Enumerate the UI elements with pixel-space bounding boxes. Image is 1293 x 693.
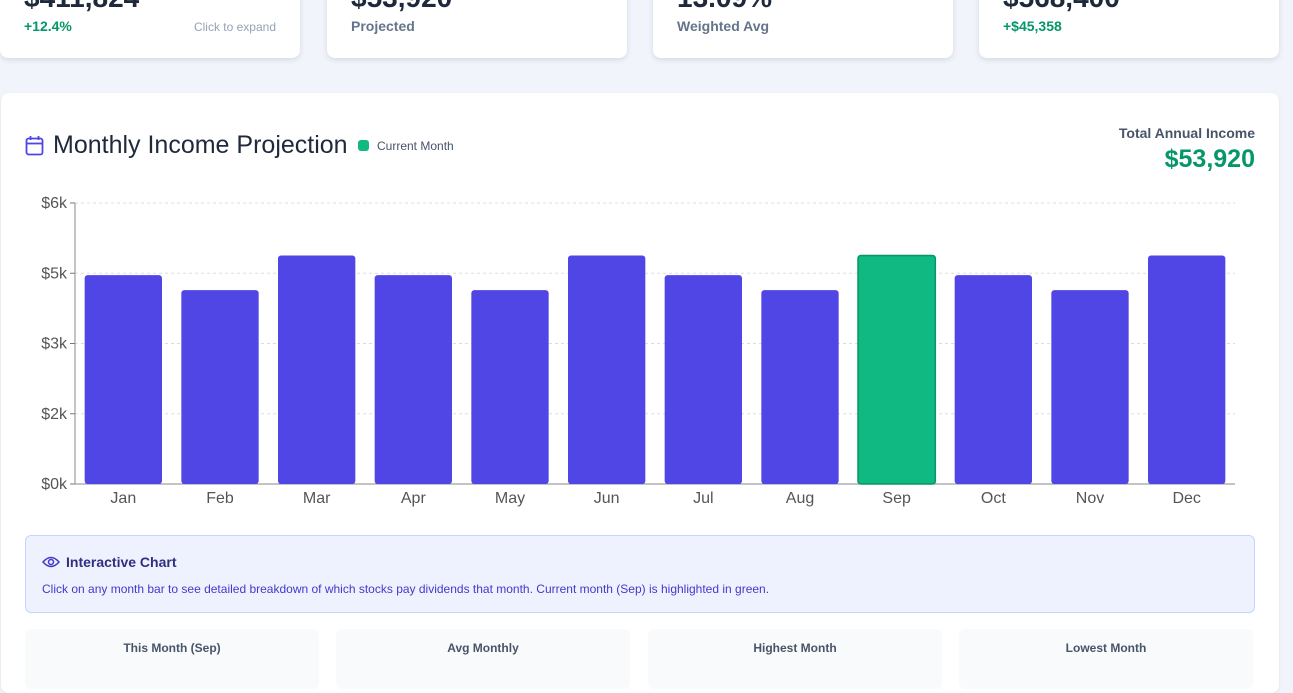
x-tick-label: Mar — [303, 490, 331, 507]
x-tick-label: Aug — [786, 490, 814, 507]
eye-icon — [42, 556, 60, 568]
bar[interactable] — [278, 255, 356, 484]
y-tick-label: $5k — [41, 265, 68, 282]
stat-card: Highest Month — [648, 629, 942, 689]
stat-label: Lowest Month — [1065, 641, 1147, 655]
legend: Current Month — [358, 139, 454, 153]
info-text: Click on any month bar to see detailed b… — [42, 582, 770, 596]
x-tick-label: Oct — [981, 490, 1006, 507]
bar[interactable] — [374, 275, 452, 484]
bar[interactable] — [664, 275, 742, 484]
x-tick-label: Jun — [594, 490, 620, 507]
bar[interactable] — [1051, 290, 1129, 484]
bar[interactable] — [857, 254, 937, 485]
info-box: Interactive Chart Click on any month bar… — [25, 535, 1255, 613]
stat-card: Lowest Month — [959, 629, 1253, 689]
info-title: Interactive Chart — [66, 554, 177, 570]
card-value: $411,824 — [24, 0, 139, 14]
bar-chart: $0k $2k $3k $5k $6k Jan Feb Mar Apr May Jun Jul Aug S… — [41, 195, 1235, 507]
x-tick-label: Jul — [693, 490, 713, 507]
y-tick-label: $0k — [41, 476, 68, 493]
x-tick-label: May — [495, 490, 525, 507]
x-tick-label: Jan — [110, 490, 136, 507]
bar[interactable] — [181, 290, 259, 484]
x-tick-label: Dec — [1172, 490, 1200, 507]
y-tick-label: $3k — [41, 336, 68, 353]
card-hint: Click to expand — [193, 20, 276, 34]
stat-card: This Month (Sep) — [25, 629, 319, 689]
stat-label: Avg Monthly — [447, 641, 519, 655]
summary-card: 13.09% Weighted Avg — [653, 0, 953, 58]
bar[interactable] — [471, 290, 549, 484]
card-change: +12.4% — [24, 18, 72, 34]
y-tick-label: $2k — [41, 406, 68, 423]
x-tick-label: Feb — [206, 490, 234, 507]
calendar-icon — [25, 136, 44, 156]
stat-label: Highest Month — [753, 641, 837, 655]
bar[interactable] — [1148, 255, 1226, 484]
summary-card: $53,920 Projected — [327, 0, 627, 58]
card-value: 13.09% — [677, 0, 772, 14]
total-value: $53,920 — [1164, 145, 1255, 173]
total-label: Total Annual Income — [1118, 125, 1255, 141]
x-tick-label: Apr — [401, 490, 427, 507]
chart-title: Monthly Income Projection — [53, 131, 348, 159]
stat-card: Avg Monthly — [336, 629, 630, 689]
summary-card[interactable]: $411,824 +12.4% Click to expand — [0, 0, 300, 58]
x-tick-label: Nov — [1076, 490, 1104, 507]
bar[interactable] — [761, 290, 839, 484]
card-label: Weighted Avg — [677, 18, 770, 34]
card-value: $568,400 — [1003, 0, 1120, 14]
y-tick-label: $6k — [41, 195, 68, 212]
card-label: Projected — [351, 18, 415, 34]
legend-swatch — [358, 140, 369, 151]
legend-label: Current Month — [377, 139, 454, 153]
summary-card: $568,400 +$45,358 — [979, 0, 1279, 58]
bar[interactable] — [568, 255, 646, 484]
card-value: $53,920 — [351, 0, 452, 14]
card-change: +$45,358 — [1003, 18, 1062, 34]
bar[interactable] — [954, 275, 1032, 484]
x-tick-label: Sep — [882, 490, 911, 507]
bar[interactable] — [84, 275, 162, 484]
stat-label: This Month (Sep) — [123, 641, 221, 655]
